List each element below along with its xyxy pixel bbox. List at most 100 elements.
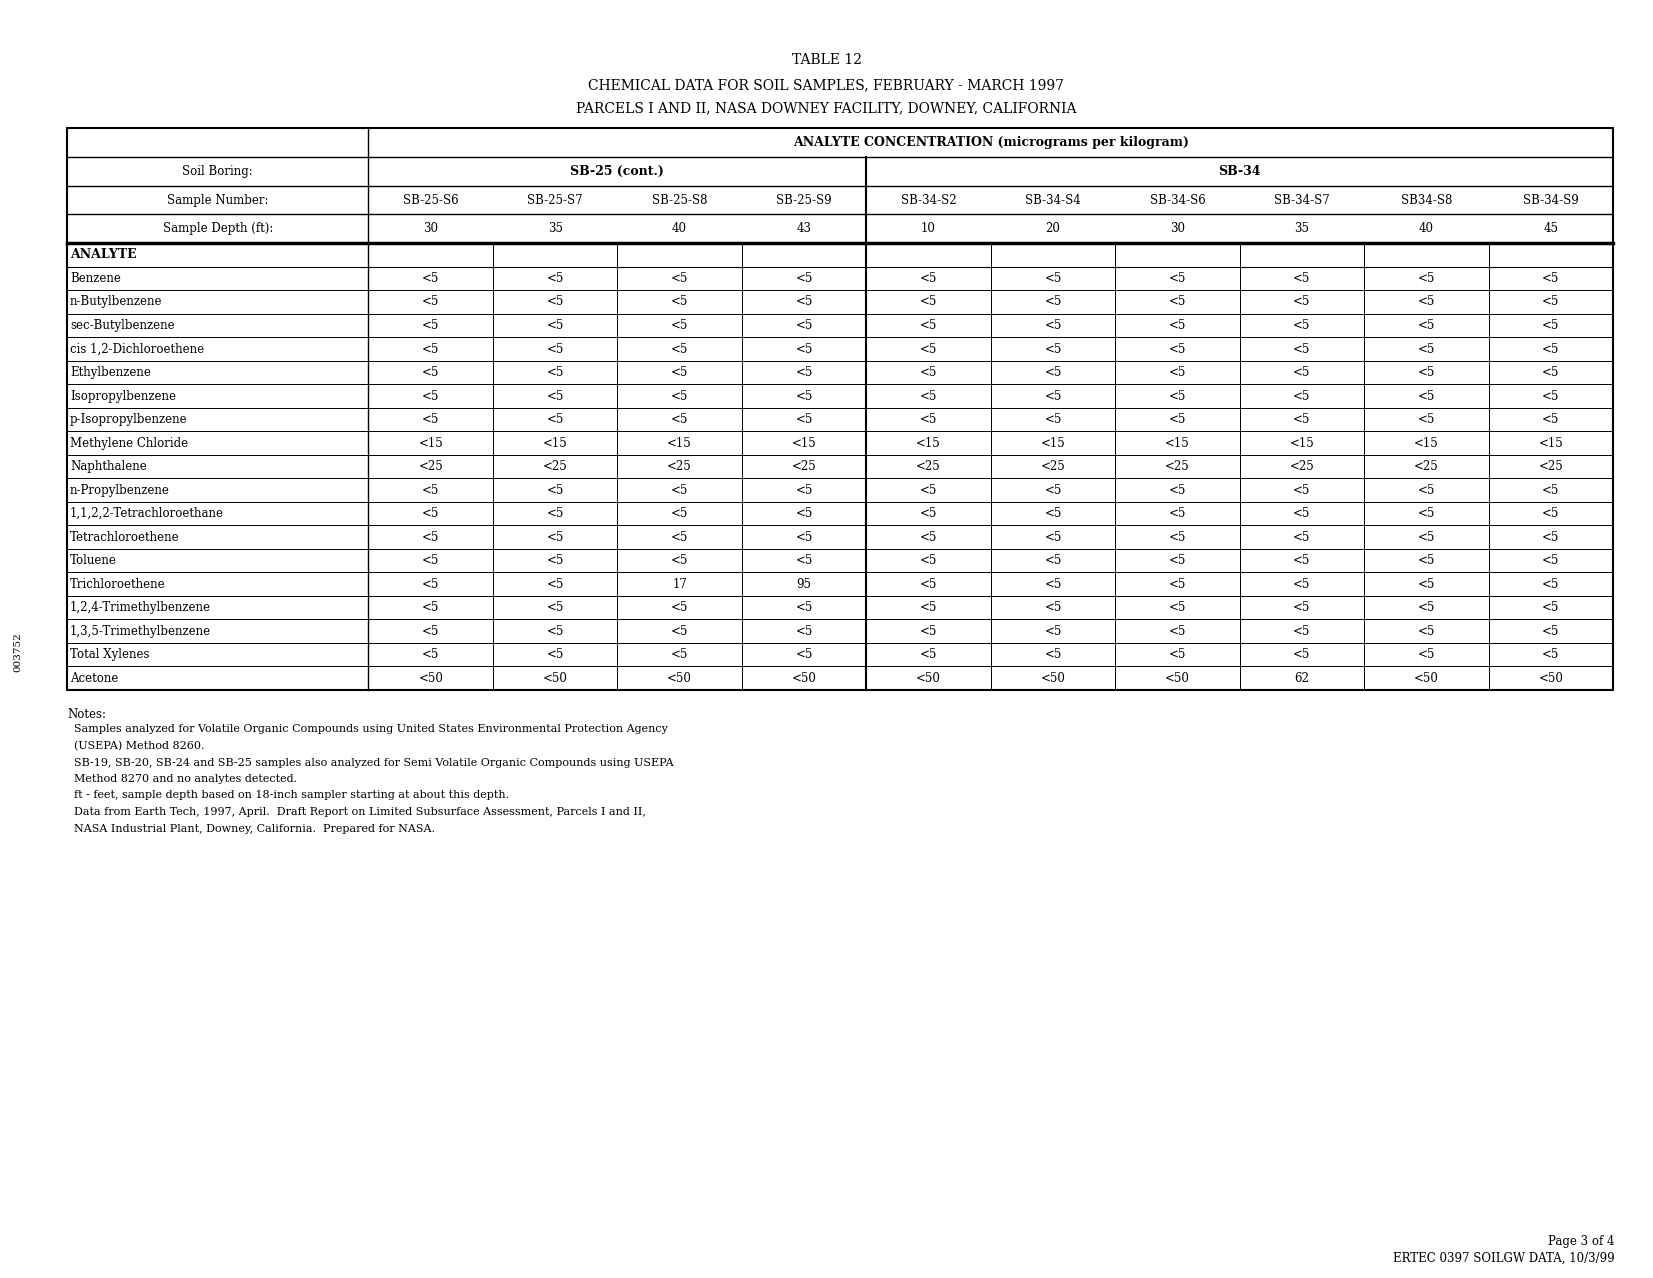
Text: 40: 40 [673, 222, 688, 235]
Text: <5: <5 [422, 578, 440, 590]
Text: SB-25 (cont.): SB-25 (cont.) [570, 165, 665, 178]
Text: <5: <5 [671, 320, 688, 332]
Text: 95: 95 [797, 578, 812, 590]
Text: <5: <5 [422, 413, 440, 426]
Text: <5: <5 [1418, 555, 1435, 567]
Text: <25: <25 [1165, 460, 1190, 473]
Text: Total Xylenes: Total Xylenes [69, 648, 149, 661]
Text: <5: <5 [671, 648, 688, 661]
Text: <5: <5 [919, 530, 937, 543]
Text: <5: <5 [1542, 272, 1559, 285]
Text: <5: <5 [1169, 555, 1187, 567]
Text: SB-25-S7: SB-25-S7 [527, 193, 584, 207]
Text: <5: <5 [671, 366, 688, 380]
Text: <5: <5 [919, 507, 937, 520]
Text: <5: <5 [422, 295, 440, 308]
Text: <50: <50 [1413, 672, 1438, 685]
Text: <5: <5 [1045, 272, 1061, 285]
Text: <50: <50 [1165, 672, 1190, 685]
Text: TABLE 12: TABLE 12 [792, 52, 861, 66]
Text: 20: 20 [1046, 222, 1060, 235]
Text: <5: <5 [671, 390, 688, 403]
Text: <5: <5 [1418, 413, 1435, 426]
Text: SB-34-S2: SB-34-S2 [901, 193, 957, 207]
Text: <5: <5 [1418, 530, 1435, 543]
Text: <5: <5 [1542, 320, 1559, 332]
Text: <5: <5 [1169, 413, 1187, 426]
Text: <5: <5 [1418, 320, 1435, 332]
Text: <5: <5 [795, 320, 813, 332]
Text: <5: <5 [1418, 366, 1435, 380]
Text: <5: <5 [1293, 295, 1311, 308]
Text: <25: <25 [1539, 460, 1564, 473]
Text: <5: <5 [1542, 390, 1559, 403]
Text: <5: <5 [422, 625, 440, 638]
Text: <25: <25 [1413, 460, 1438, 473]
Text: <5: <5 [795, 555, 813, 567]
Text: <5: <5 [422, 272, 440, 285]
Text: 17: 17 [673, 578, 688, 590]
Text: (USEPA) Method 8260.: (USEPA) Method 8260. [68, 741, 205, 751]
Text: <50: <50 [542, 672, 567, 685]
Text: <5: <5 [547, 625, 564, 638]
Text: <5: <5 [1293, 413, 1311, 426]
Text: <5: <5 [1542, 625, 1559, 638]
Text: <5: <5 [919, 366, 937, 380]
Text: Samples analyzed for Volatile Organic Compounds using United States Environmenta: Samples analyzed for Volatile Organic Co… [68, 725, 668, 735]
Text: p-Isopropylbenzene: p-Isopropylbenzene [69, 413, 188, 426]
Text: <5: <5 [547, 601, 564, 615]
Text: <5: <5 [1169, 390, 1187, 403]
Text: <5: <5 [1293, 343, 1311, 355]
Text: <5: <5 [1418, 390, 1435, 403]
Text: SB-25-S9: SB-25-S9 [777, 193, 831, 207]
Text: <5: <5 [1045, 530, 1061, 543]
Text: <15: <15 [1289, 437, 1314, 450]
Text: <5: <5 [1542, 295, 1559, 308]
Text: <15: <15 [1413, 437, 1438, 450]
Text: <50: <50 [916, 672, 941, 685]
Text: <5: <5 [422, 507, 440, 520]
Text: <5: <5 [919, 483, 937, 497]
Bar [68, 128, 1613, 690]
Text: <5: <5 [671, 530, 688, 543]
Text: <15: <15 [792, 437, 817, 450]
Text: <5: <5 [1542, 578, 1559, 590]
Text: <5: <5 [422, 320, 440, 332]
Text: <5: <5 [919, 272, 937, 285]
Text: <5: <5 [1045, 390, 1061, 403]
Text: <5: <5 [547, 390, 564, 403]
Text: <25: <25 [1289, 460, 1314, 473]
Text: <5: <5 [1542, 648, 1559, 661]
Text: Notes:: Notes: [68, 708, 106, 721]
Text: PARCELS I AND II, NASA DOWNEY FACILITY, DOWNEY, CALIFORNIA: PARCELS I AND II, NASA DOWNEY FACILITY, … [577, 101, 1076, 115]
Text: SB34-S8: SB34-S8 [1400, 193, 1451, 207]
Text: <5: <5 [795, 648, 813, 661]
Text: 30: 30 [1170, 222, 1185, 235]
Text: <5: <5 [1542, 530, 1559, 543]
Text: <5: <5 [795, 601, 813, 615]
Text: <5: <5 [547, 507, 564, 520]
Text: <5: <5 [919, 648, 937, 661]
Text: <5: <5 [671, 507, 688, 520]
Text: <5: <5 [671, 555, 688, 567]
Text: <5: <5 [1293, 483, 1311, 497]
Text: <5: <5 [547, 555, 564, 567]
Text: <5: <5 [1418, 343, 1435, 355]
Text: <15: <15 [1041, 437, 1065, 450]
Text: <5: <5 [1045, 343, 1061, 355]
Text: <5: <5 [919, 555, 937, 567]
Text: <5: <5 [1045, 625, 1061, 638]
Text: <5: <5 [547, 530, 564, 543]
Text: <15: <15 [1165, 437, 1190, 450]
Text: Soil Boring:: Soil Boring: [182, 165, 253, 178]
Text: <5: <5 [1169, 507, 1187, 520]
Text: Naphthalene: Naphthalene [69, 460, 147, 473]
Text: <5: <5 [671, 272, 688, 285]
Text: Page 3 of 4: Page 3 of 4 [1549, 1236, 1615, 1249]
Text: <5: <5 [422, 390, 440, 403]
Text: n-Butylbenzene: n-Butylbenzene [69, 295, 162, 308]
Text: <5: <5 [1169, 578, 1187, 590]
Text: <5: <5 [547, 648, 564, 661]
Text: <25: <25 [418, 460, 443, 473]
Text: <5: <5 [1045, 366, 1061, 380]
